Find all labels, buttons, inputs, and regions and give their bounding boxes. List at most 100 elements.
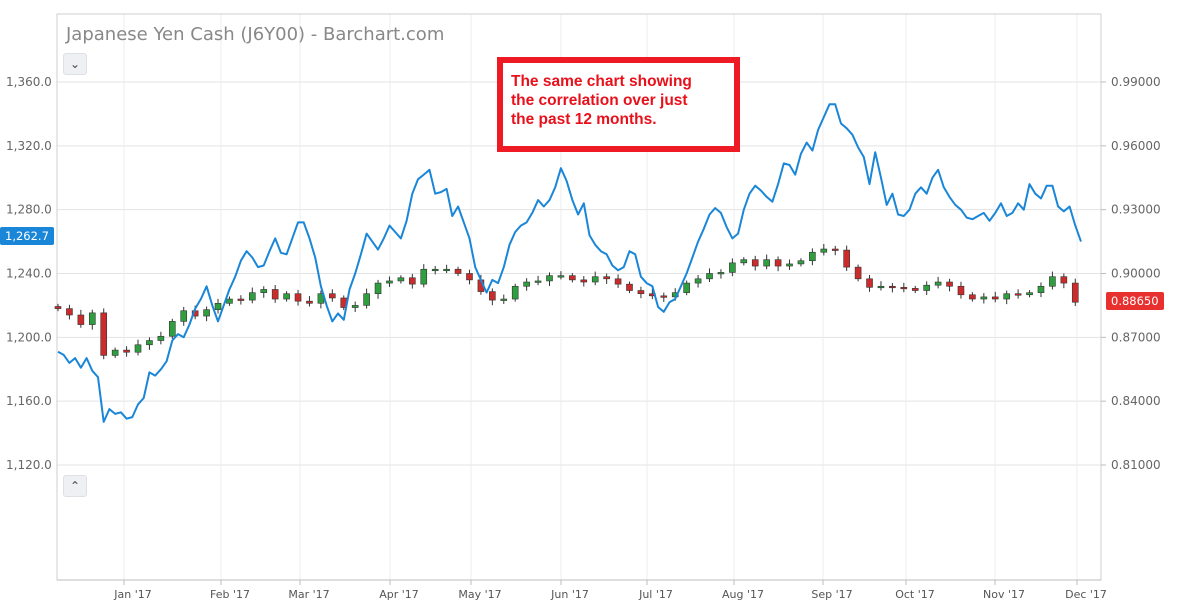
candle-body — [454, 268, 462, 274]
left-tick-label: 1,240.0 — [6, 267, 52, 281]
right-tick-label: 0.99000 — [1111, 75, 1161, 89]
candle-body — [431, 268, 439, 272]
candle-body — [763, 259, 770, 267]
candle-body — [203, 309, 210, 317]
chevron-down-icon[interactable]: ⌄ — [63, 53, 87, 75]
candle-body — [351, 305, 359, 308]
candle-body — [786, 263, 793, 267]
candle-body — [980, 296, 988, 300]
x-tick-label: Mar '17 — [288, 588, 329, 601]
candle-body — [374, 282, 382, 295]
right-tick-label: 0.87000 — [1111, 330, 1161, 344]
candle-body — [249, 292, 256, 301]
candle-body — [729, 262, 736, 273]
annotation-box: The same chart showing the correlation o… — [497, 57, 740, 152]
candle-body — [146, 340, 153, 346]
candle-body — [637, 290, 645, 295]
candle-body — [386, 280, 393, 284]
left-tick-label: 1,120.0 — [6, 458, 52, 472]
right-tick-label: 0.84000 — [1111, 394, 1161, 408]
index-line-series — [57, 103, 1082, 423]
candle-body — [271, 289, 279, 300]
x-tick-label: Nov '17 — [983, 588, 1025, 601]
candle-body — [363, 293, 370, 306]
left-last-value-flag: 1,262.7 — [0, 227, 54, 245]
candle-body — [797, 260, 805, 265]
candle-body — [329, 293, 336, 299]
candle-body — [626, 283, 633, 291]
x-tick-label: Jul '17 — [638, 588, 673, 601]
x-tick-label: Jun '17 — [550, 588, 589, 601]
candle-body — [603, 276, 610, 280]
candle-body — [614, 278, 622, 285]
candle-body — [489, 291, 496, 301]
candle-body — [88, 312, 96, 325]
x-tick-label: Feb '17 — [210, 588, 250, 601]
left-tick-label: 1,280.0 — [6, 203, 52, 217]
right-last-value-flag: 0.88650 — [1106, 292, 1164, 310]
right-tick-label: 0.90000 — [1111, 267, 1161, 281]
candle-body — [557, 275, 565, 278]
candle-body — [923, 284, 930, 291]
candle-body — [843, 249, 850, 268]
x-tick-label: Jan '17 — [113, 588, 151, 601]
left-tick-label: 1,200.0 — [6, 330, 52, 344]
candle-body — [866, 278, 873, 288]
x-tick-label: May '17 — [458, 588, 501, 601]
candle-body — [66, 308, 73, 316]
candle-body — [569, 275, 576, 281]
candle-body — [1026, 292, 1033, 296]
candle-body — [226, 298, 233, 304]
candle-body — [420, 268, 428, 285]
chevron-up-icon[interactable]: ⌃ — [63, 475, 87, 497]
candle-body — [1060, 276, 1068, 284]
candle-body — [1003, 293, 1010, 300]
candle-body — [237, 298, 245, 301]
candle-body — [123, 349, 130, 353]
left-tick-label: 1,160.0 — [6, 394, 52, 408]
candle-body — [774, 259, 782, 267]
candle-body — [683, 282, 690, 293]
candle-body — [157, 335, 165, 341]
right-tick-label: 0.81000 — [1111, 458, 1161, 472]
candle-body — [591, 276, 599, 283]
candle-body — [306, 300, 313, 304]
candle-body — [740, 259, 748, 264]
candle-body — [820, 248, 828, 253]
candle-body — [260, 289, 268, 293]
candle-body — [854, 266, 862, 280]
x-tick-label: Sep '17 — [811, 588, 852, 601]
tick-labels: 1,360.0 0.99000 1,320.0 0.96000 1,280.0 0.930… — [6, 75, 1161, 601]
right-tick-label: 0.93000 — [1111, 203, 1161, 217]
candle-body — [969, 294, 976, 300]
candle-body — [443, 268, 450, 272]
candle-body — [409, 277, 416, 285]
candle-body — [1049, 276, 1056, 287]
chart-title: Japanese Yen Cash (J6Y00) - Barchart.com — [66, 24, 445, 45]
candle-body — [77, 314, 85, 325]
candle-body — [809, 251, 816, 262]
candle-body — [500, 298, 508, 301]
candle-body — [534, 280, 542, 283]
candle-body — [283, 293, 290, 300]
candle-body — [294, 293, 302, 302]
candle-body — [1071, 282, 1079, 303]
left-tick-label: 1,320.0 — [6, 139, 52, 153]
candle-body — [54, 306, 62, 309]
candle-body — [546, 275, 553, 282]
x-tick-label: Aug '17 — [722, 588, 764, 601]
candle-body — [706, 273, 713, 280]
candle-body — [111, 349, 119, 356]
candle-body — [1014, 293, 1022, 296]
candle-body — [911, 288, 919, 291]
candlestick-series — [54, 243, 1079, 360]
left-tick-label: 1,360.0 — [6, 75, 52, 89]
x-tick-label: Oct '17 — [895, 588, 935, 601]
right-tick-label: 0.96000 — [1111, 139, 1161, 153]
candle-body — [134, 344, 142, 353]
candle-body — [991, 296, 999, 300]
candle-body — [1037, 285, 1045, 293]
candle-body — [511, 285, 519, 300]
candle-body — [660, 295, 668, 298]
